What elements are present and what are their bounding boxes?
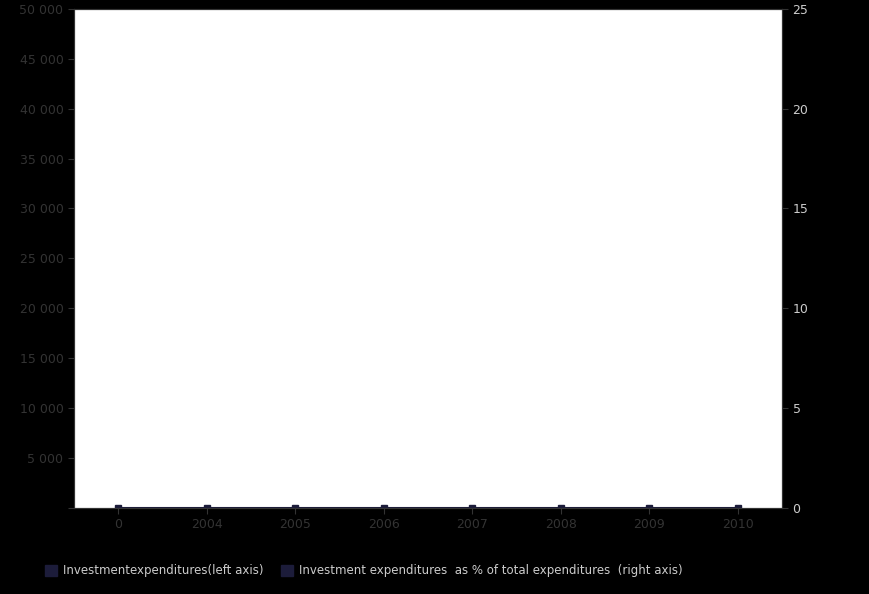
Legend: Investmentexpenditures(left axis), Investment expenditures  as % of total expend: Investmentexpenditures(left axis), Inves… (41, 560, 687, 582)
